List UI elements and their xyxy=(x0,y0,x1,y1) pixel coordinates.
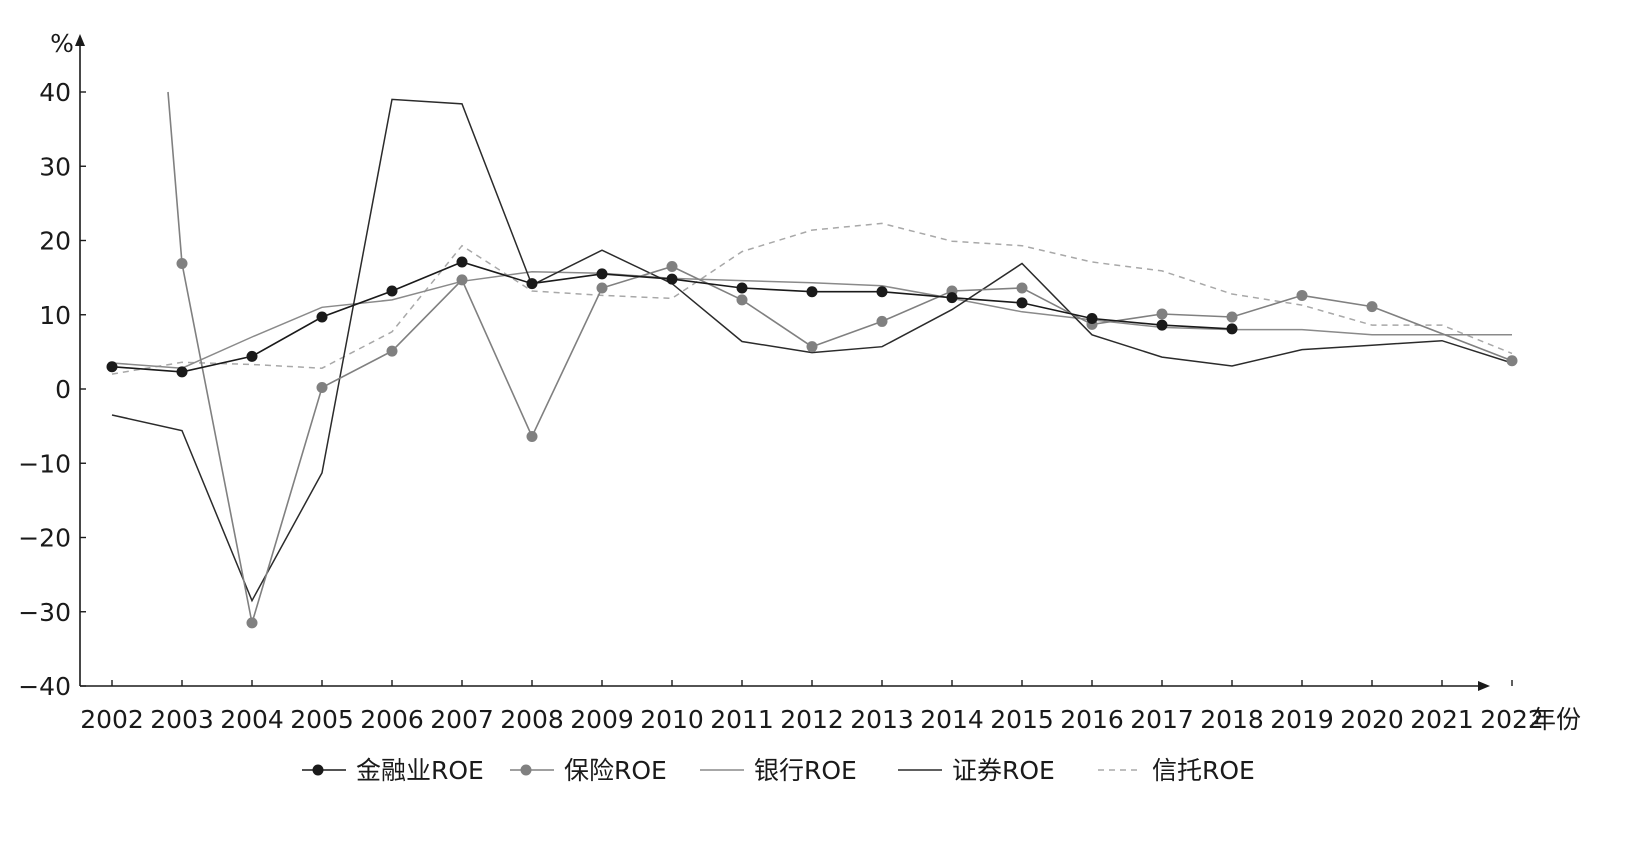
x-tick-label: 2005 xyxy=(290,705,354,734)
legend-label: 信托ROE xyxy=(1152,756,1255,785)
data-point xyxy=(1226,311,1238,323)
data-point xyxy=(1156,308,1168,320)
x-tick-label: 2018 xyxy=(1200,705,1264,734)
series-银行ROE xyxy=(111,270,1512,369)
data-point xyxy=(526,278,538,290)
x-tick-label: 2015 xyxy=(990,705,1054,734)
series-line xyxy=(111,270,1512,369)
data-point xyxy=(806,341,818,353)
x-tick-label: 2010 xyxy=(640,705,704,734)
legend-label: 保险ROE xyxy=(564,756,667,785)
data-point xyxy=(876,315,888,327)
x-tick-label: 2008 xyxy=(500,705,564,734)
x-axis-ticks: 2002 2003 2004 2005 2006 2007 2008 2009 2010 2011… xyxy=(80,680,1581,734)
data-point xyxy=(946,292,958,304)
y-axis-arrow xyxy=(75,34,85,46)
y-tick-label: 20 xyxy=(39,227,71,256)
y-tick-label: 0 xyxy=(55,375,71,404)
x-tick-label: 2022 xyxy=(1480,705,1544,734)
series-line xyxy=(167,91,1513,624)
legend-swatch-marker xyxy=(312,764,324,776)
legend-label: 银行ROE xyxy=(754,756,857,785)
series-证券ROE xyxy=(111,98,1513,603)
data-point xyxy=(386,285,398,297)
data-point xyxy=(666,260,678,272)
y-tick-label: −20 xyxy=(18,524,71,553)
x-tick-label: 2002 xyxy=(80,705,144,734)
series-layer xyxy=(106,91,1518,629)
data-point xyxy=(1086,312,1098,324)
data-point xyxy=(1016,282,1028,294)
series-line xyxy=(111,98,1513,603)
data-point xyxy=(456,274,468,286)
x-tick-label: 2007 xyxy=(430,705,494,734)
x-tick-label: 2013 xyxy=(850,705,914,734)
data-point xyxy=(596,268,608,280)
legend: 金融业ROE 保险ROE 银行ROE 证券ROE 信托ROE xyxy=(302,756,1255,785)
legend-item: 保险ROE xyxy=(510,756,667,785)
legend-label: 证券ROE xyxy=(952,756,1055,785)
legend-item: 证券ROE xyxy=(898,756,1055,785)
data-point xyxy=(386,345,398,357)
data-point xyxy=(736,294,748,306)
x-tick-label: 2019 xyxy=(1270,705,1334,734)
data-point xyxy=(316,382,328,394)
data-point xyxy=(1296,289,1308,301)
data-point xyxy=(176,366,188,378)
data-point xyxy=(246,350,258,362)
x-tick-label: 2020 xyxy=(1340,705,1404,734)
y-axis-ticks: −40 −30 −20 −10 0 10 20 30 40 xyxy=(18,78,86,701)
data-point xyxy=(1506,355,1518,367)
data-point xyxy=(176,258,188,270)
legend-item: 银行ROE xyxy=(700,756,857,785)
x-axis-arrow xyxy=(1478,681,1490,691)
data-point xyxy=(246,617,258,629)
x-tick-label: 2016 xyxy=(1060,705,1124,734)
y-tick-label: 10 xyxy=(39,301,71,330)
data-point xyxy=(1226,323,1238,335)
data-point xyxy=(806,286,818,298)
x-axis-unit: 年份 xyxy=(1531,705,1581,734)
series-信托ROE xyxy=(111,222,1513,375)
series-line xyxy=(111,222,1513,375)
data-point xyxy=(876,286,888,298)
data-point xyxy=(316,311,328,323)
y-axis-unit: % xyxy=(50,29,74,58)
legend-item: 金融业ROE xyxy=(302,756,484,785)
x-tick-label: 2012 xyxy=(780,705,844,734)
y-tick-label: −40 xyxy=(18,672,71,701)
y-tick-label: −30 xyxy=(18,598,71,627)
x-tick-label: 2014 xyxy=(920,705,984,734)
legend-swatch-marker xyxy=(520,764,532,776)
axes: % xyxy=(50,29,1490,691)
data-point xyxy=(666,273,678,285)
data-point xyxy=(1366,301,1378,313)
data-point xyxy=(736,282,748,294)
x-tick-label: 2021 xyxy=(1410,705,1474,734)
data-point xyxy=(106,361,118,373)
x-tick-label: 2017 xyxy=(1130,705,1194,734)
legend-item: 信托ROE xyxy=(1098,756,1255,785)
y-tick-label: 30 xyxy=(39,152,71,181)
x-tick-label: 2006 xyxy=(360,705,424,734)
data-point xyxy=(596,282,608,294)
x-tick-label: 2003 xyxy=(150,705,214,734)
data-point xyxy=(1156,319,1168,331)
data-point xyxy=(526,431,538,443)
legend-label: 金融业ROE xyxy=(356,756,484,785)
data-point xyxy=(456,256,468,268)
series-保险ROE xyxy=(167,91,1518,629)
y-tick-label: 40 xyxy=(39,78,71,107)
x-tick-label: 2004 xyxy=(220,705,284,734)
series-金融业ROE xyxy=(106,256,1238,378)
y-tick-label: −10 xyxy=(18,449,71,478)
x-tick-label: 2009 xyxy=(570,705,634,734)
x-tick-label: 2011 xyxy=(710,705,774,734)
data-point xyxy=(1016,297,1028,309)
